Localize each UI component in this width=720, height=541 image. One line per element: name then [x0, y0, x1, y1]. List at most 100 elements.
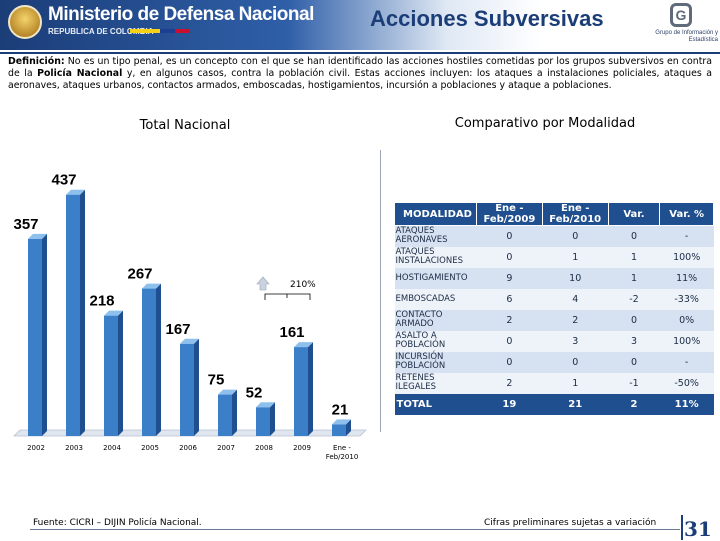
- ministry-subtitle: REPUBLICA DE COLOMBIA: [48, 27, 154, 36]
- modalidad-cell: ATAQUES AERONAVES: [394, 225, 477, 247]
- header-2009: Ene - Feb/2009: [475, 202, 543, 226]
- table-total-row: TOTAL 19 21 2 11%: [394, 393, 714, 415]
- total-value-cell: 2: [608, 393, 660, 415]
- header-2010: Ene - Feb/2010: [541, 202, 609, 226]
- table-header-row: MODALIDAD Ene - Feb/2009 Ene - Feb/2010 …: [394, 202, 714, 226]
- value-cell: 0%: [659, 309, 714, 331]
- bar-value-label: 52: [246, 384, 263, 401]
- category-label: Ene -: [333, 444, 351, 452]
- bar-value-label: 75: [208, 372, 225, 389]
- value-cell: 0: [476, 351, 543, 373]
- flag-stripe: [130, 29, 190, 33]
- bar: [332, 424, 346, 436]
- bar-side: [194, 338, 199, 436]
- category-label: 2005: [141, 444, 159, 452]
- definition-text-1: No es un tipo penal, es un concepto con …: [8, 56, 712, 79]
- table-row: ATAQUES AERONAVES 0 0 0-: [394, 225, 714, 247]
- value-cell: 0: [608, 309, 660, 331]
- bar: [104, 315, 118, 436]
- bar-side: [156, 283, 161, 436]
- bar-value-label: 167: [165, 321, 190, 338]
- section-divider: [380, 150, 381, 432]
- category-label: 2007: [217, 444, 235, 452]
- bar-value-label: 357: [13, 216, 38, 233]
- total-value-cell: 11%: [659, 393, 714, 415]
- category-label: 2009: [293, 444, 311, 452]
- bar-top: [256, 402, 275, 408]
- page-number: 31: [684, 517, 712, 541]
- page-title: Acciones Subversivas: [370, 6, 604, 31]
- modalidad-cell: EMBOSCADAS: [394, 288, 477, 310]
- bar-side: [308, 342, 313, 436]
- definition-paragraph: Definición: No es un tipo penal, es un c…: [8, 56, 712, 92]
- chart-title: Total Nacional: [139, 118, 231, 133]
- value-cell: 100%: [659, 330, 714, 352]
- value-cell: 0: [542, 351, 609, 373]
- footer-source: Fuente: CICRI – DIJIN Policía Nacional.: [33, 518, 202, 528]
- grupo-logo-icon: G: [670, 3, 692, 27]
- value-cell: 1: [542, 372, 609, 394]
- annotation-bracket: [264, 293, 311, 300]
- value-cell: -: [659, 225, 714, 247]
- category-label: 2003: [65, 444, 83, 452]
- bar: [66, 194, 80, 436]
- value-cell: -1: [608, 372, 660, 394]
- value-cell: 3: [608, 330, 660, 352]
- value-cell: 4: [542, 288, 609, 310]
- modalidad-cell: CONTACTO ARMADO: [394, 309, 477, 331]
- total-value-cell: 19: [476, 393, 543, 415]
- bar-side: [270, 402, 275, 436]
- comparativo-table: MODALIDAD Ene - Feb/2009 Ene - Feb/2010 …: [394, 202, 714, 415]
- value-cell: 0: [476, 330, 543, 352]
- table-row: RETENES ILEGALES 2 1 -1 -50%: [394, 372, 714, 394]
- bar-value-label: 161: [279, 324, 304, 341]
- table-row: INCURSIÓN POBLACIÓN 0 0 0-: [394, 351, 714, 373]
- modalidad-cell: HOSTIGAMIENTO: [394, 267, 477, 289]
- value-cell: 2: [476, 372, 543, 394]
- bar: [256, 407, 270, 436]
- definition-text-2: y, en algunos casos, contra la población…: [8, 68, 712, 91]
- value-cell: 0: [542, 225, 609, 247]
- table-row: ATAQUES INSTALACIONES 0 1 1 100%: [394, 246, 714, 268]
- bar-side: [346, 419, 351, 436]
- bar-top: [66, 189, 85, 195]
- page-number-bar: [681, 515, 683, 540]
- bar-side: [80, 189, 85, 436]
- bar: [218, 394, 232, 436]
- definition-label: Definición:: [8, 56, 65, 67]
- bar-value-label: 218: [89, 293, 114, 310]
- category-label: 2008: [255, 444, 273, 452]
- value-cell: 2: [476, 309, 543, 331]
- value-cell: 1: [542, 246, 609, 268]
- category-label: 2002: [27, 444, 45, 452]
- bar-top: [218, 389, 237, 395]
- bar-top: [332, 419, 351, 425]
- bar-side: [232, 389, 237, 436]
- bar-value-label: 267: [127, 266, 152, 283]
- footer-note: Cifras preliminares sujetas a variación: [484, 518, 657, 528]
- total-value-cell: 21: [542, 393, 609, 415]
- bar: [180, 343, 194, 436]
- value-cell: 6: [476, 288, 543, 310]
- bar-top: [294, 342, 313, 348]
- bar-value-label: 21: [332, 401, 349, 418]
- bar-side: [118, 310, 123, 436]
- ministry-name: Ministerio de Defensa Nacional: [48, 4, 314, 25]
- grupo-label: Grupo de Información y Estadística: [655, 30, 718, 43]
- value-cell: 10: [542, 267, 609, 289]
- colombia-crest-icon: [8, 5, 42, 39]
- bar-top: [180, 338, 199, 344]
- value-cell: 100%: [659, 246, 714, 268]
- category-label: 2004: [103, 444, 121, 452]
- value-cell: 1: [608, 246, 660, 268]
- header-divider: [0, 52, 720, 54]
- table-row: ASALTO A POBLACIÓN 0 3 3 100%: [394, 330, 714, 352]
- value-cell: 2: [542, 309, 609, 331]
- footer-divider: [30, 529, 680, 530]
- value-cell: 0: [476, 246, 543, 268]
- value-cell: 1: [608, 267, 660, 289]
- value-cell: 11%: [659, 267, 714, 289]
- increase-arrow-icon: [256, 276, 270, 291]
- annotation-label: 210%: [290, 280, 316, 290]
- value-cell: -: [659, 351, 714, 373]
